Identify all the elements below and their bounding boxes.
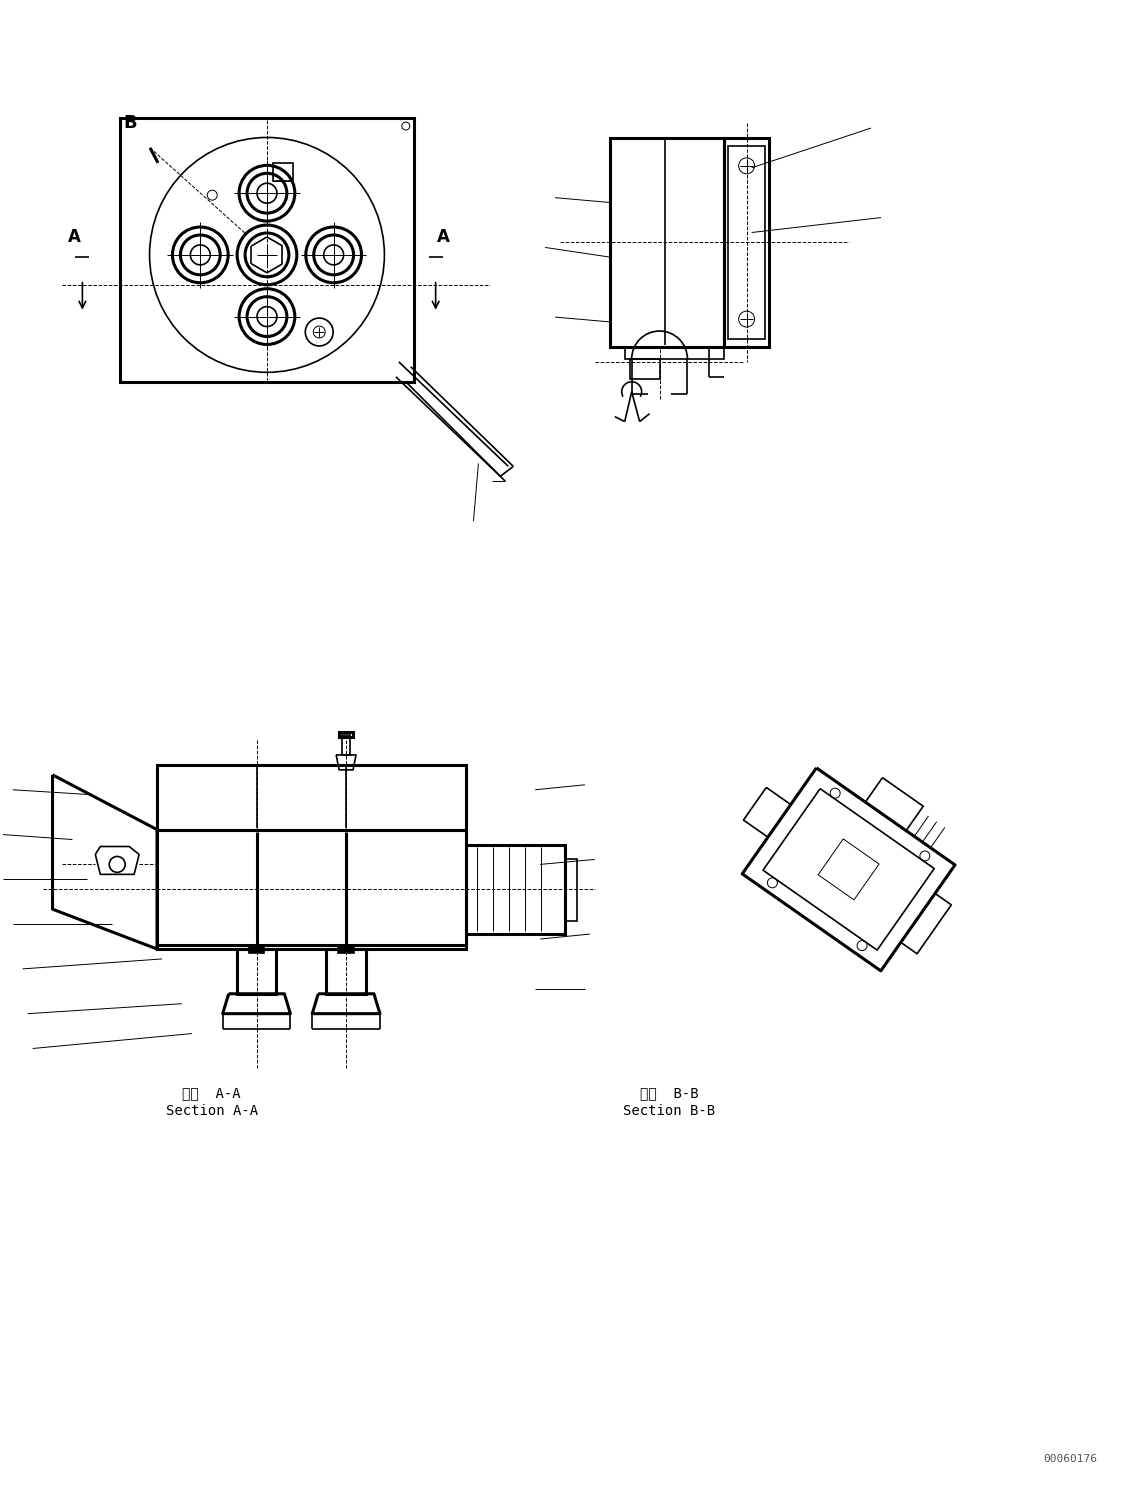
- Bar: [342, 736, 350, 755]
- Bar: [724, 138, 769, 346]
- Text: 断面  A-A: 断面 A-A: [182, 1086, 241, 1100]
- Bar: [609, 138, 724, 346]
- Bar: [121, 117, 414, 382]
- Bar: [326, 950, 366, 994]
- Text: Section B-B: Section B-B: [623, 1104, 715, 1117]
- Bar: [339, 733, 354, 737]
- Text: 00060176: 00060176: [1044, 1455, 1097, 1465]
- Bar: [157, 829, 465, 950]
- Bar: [565, 859, 576, 921]
- Bar: [338, 945, 354, 953]
- Bar: [728, 146, 765, 339]
- Bar: [465, 844, 565, 935]
- Text: Section A-A: Section A-A: [166, 1104, 258, 1117]
- Bar: [236, 950, 276, 994]
- Text: B: B: [123, 114, 136, 132]
- Bar: [157, 765, 465, 829]
- Bar: [249, 945, 265, 953]
- Text: 断面  B-B: 断面 B-B: [640, 1086, 699, 1100]
- Bar: [273, 163, 293, 181]
- Text: A: A: [437, 227, 450, 247]
- Bar: [624, 346, 724, 360]
- Text: A: A: [68, 227, 81, 247]
- Bar: [630, 360, 659, 379]
